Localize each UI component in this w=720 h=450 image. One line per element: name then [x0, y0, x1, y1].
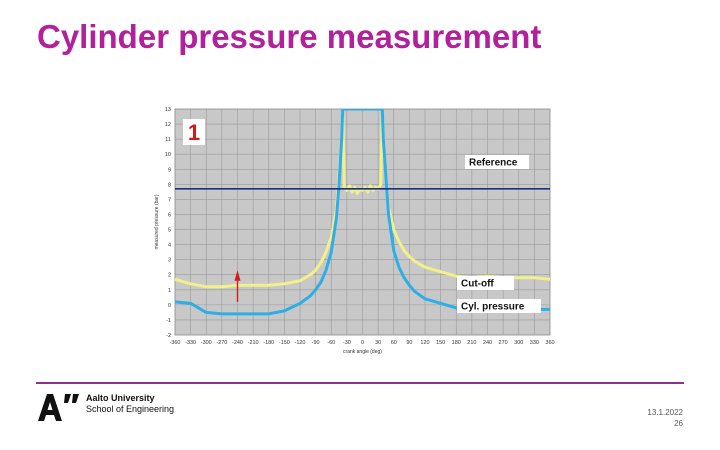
org-line-1: Aalto University	[86, 393, 155, 403]
y-tick-label: 3	[168, 258, 171, 264]
series-line-cut-off	[175, 109, 550, 289]
y-tick-label: 1	[168, 288, 171, 294]
x-tick-label: 0	[361, 340, 364, 346]
x-tick-label: -360	[169, 340, 180, 346]
org-line-2: School of Engineering	[86, 404, 175, 414]
x-tick-label: -240	[232, 340, 243, 346]
y-tick-label: 9	[168, 167, 171, 173]
y-tick-label: 6	[168, 212, 171, 218]
x-tick-label: 330	[530, 340, 539, 346]
x-tick-label: 360	[545, 340, 554, 346]
x-tick-label: 300	[514, 340, 523, 346]
legend-cutoff-box	[457, 276, 514, 290]
legend-cyl-pressure-box	[457, 299, 541, 313]
x-tick-label: 240	[483, 340, 492, 346]
y-tick-label: 7	[168, 197, 171, 203]
y-tick-label: -2	[166, 333, 171, 339]
x-tick-label: -30	[343, 340, 351, 346]
x-tick-label: -210	[248, 340, 259, 346]
footer-divider	[36, 382, 684, 384]
panel-label-box	[183, 119, 205, 145]
y-tick-label: 11	[165, 137, 171, 143]
organization-name: Aalto University School of Engineering	[86, 393, 174, 415]
x-tick-label: -270	[216, 340, 227, 346]
y-axis-label: measured pressure (bar)	[154, 194, 160, 249]
page-number: 26	[674, 419, 683, 428]
x-axis-label: crank angle (deg)	[343, 349, 382, 355]
legend-cyl-pressure: Cyl. pressure	[461, 302, 525, 313]
x-tick-label: -90	[312, 340, 320, 346]
panel-label: 1	[188, 120, 200, 145]
legend-reference: Reference	[469, 158, 518, 169]
y-tick-label: 10	[165, 152, 171, 158]
footer-date: 13.1.2022	[647, 408, 683, 417]
x-tick-label: -180	[263, 340, 274, 346]
y-tick-label: 5	[168, 228, 171, 234]
x-tick-label: -150	[279, 340, 290, 346]
footer-meta: 13.1.2022 26	[647, 407, 683, 429]
y-tick-label: 12	[165, 122, 171, 128]
x-tick-label: 30	[375, 340, 381, 346]
x-tick-label: 90	[406, 340, 412, 346]
x-tick-label: 180	[452, 340, 461, 346]
x-tick-label: 120	[420, 340, 429, 346]
chart-svg: -360 -330 -300 -270 -240 -210 -180 -150 -120 -90-…	[154, 107, 555, 355]
cylinder-pressure-chart: -360 -330 -300 -270 -240 -210 -180 -150 -120 -90-…	[150, 103, 560, 360]
y-tick-label: 4	[168, 243, 171, 249]
slide-title: Cylinder pressure measurement	[37, 18, 542, 55]
x-tick-label: -120	[294, 340, 305, 346]
legend-reference-box	[465, 155, 529, 169]
y-tick-label: 13	[165, 107, 171, 113]
legend-cutoff: Cut-off	[461, 279, 494, 290]
y-tick-label: 0	[168, 303, 171, 309]
aalto-logo	[38, 394, 79, 421]
y-tick-label: 8	[168, 182, 171, 188]
y-tick-label: -1	[166, 318, 171, 324]
x-tick-label: -60	[327, 340, 335, 346]
x-tick-label: 210	[467, 340, 476, 346]
x-tick-label: 60	[391, 340, 397, 346]
x-tick-label: 270	[499, 340, 508, 346]
arrow-head	[234, 270, 241, 281]
x-tick-label: 150	[436, 340, 445, 346]
y-tick-label: 2	[168, 273, 171, 279]
x-tick-label: -330	[185, 340, 196, 346]
x-tick-label: -300	[201, 340, 212, 346]
